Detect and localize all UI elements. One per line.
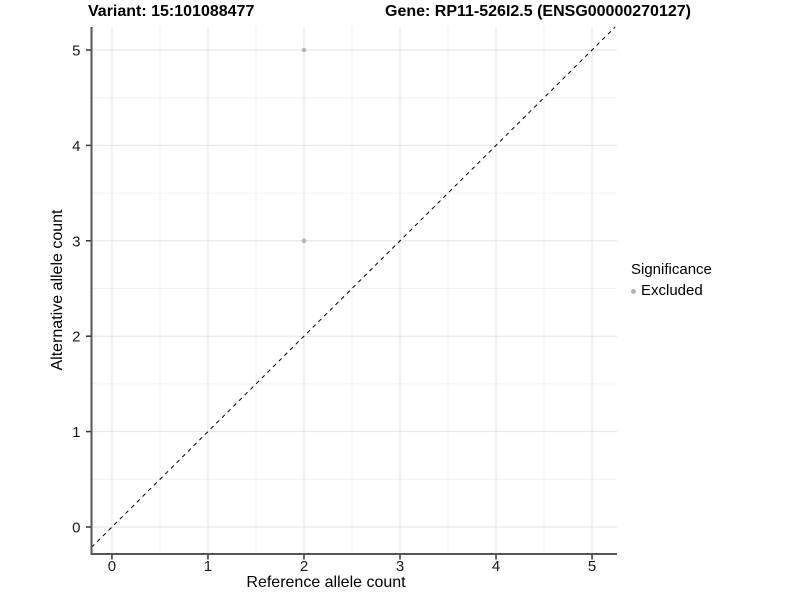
legend-item-excluded: Excluded <box>631 283 712 299</box>
data-point <box>301 47 307 53</box>
identity-dashed-line <box>91 26 616 548</box>
x-tick-label: 1 <box>204 558 212 575</box>
x-tick-label: 2 <box>300 558 308 575</box>
data-point <box>301 238 307 244</box>
y-tick-label: 5 <box>72 42 80 59</box>
x-tick-label: 4 <box>492 558 500 575</box>
gene-title: Gene: RP11-526I2.5 (ENSG00000270127) <box>385 3 691 20</box>
legend: Significance Excluded <box>631 261 712 299</box>
y-tick-label: 0 <box>72 520 80 537</box>
x-tick-label: 0 <box>108 558 116 575</box>
y-tick-label: 3 <box>72 233 80 250</box>
y-axis-title: Alternative allele count <box>49 209 66 371</box>
excluded-point-icon <box>631 288 636 294</box>
y-tick-label: 1 <box>72 424 80 441</box>
variant-title: Variant: 15:101088477 <box>88 3 255 20</box>
legend-title: Significance <box>631 261 712 278</box>
y-tick-label: 4 <box>72 138 80 155</box>
legend-item-label: Excluded <box>641 282 703 299</box>
x-tick-label: 3 <box>396 558 404 575</box>
x-axis-title: Reference allele count <box>246 574 406 591</box>
y-tick-label: 2 <box>72 329 80 346</box>
x-tick-label: 5 <box>588 558 596 575</box>
